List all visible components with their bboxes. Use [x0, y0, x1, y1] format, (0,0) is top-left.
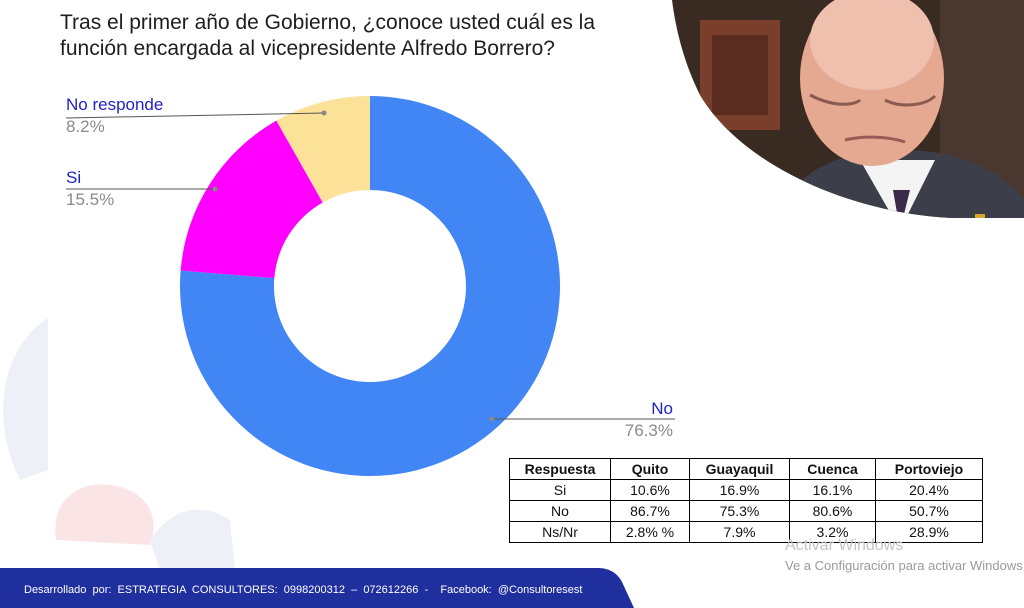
- table-cell: 80.6%: [789, 500, 876, 522]
- table-cell: 3.2%: [789, 521, 876, 543]
- slice-label-value: 15.5%: [66, 190, 114, 209]
- donut-slices: [179, 96, 560, 476]
- table-cell: 50.7%: [875, 500, 983, 522]
- table-cell: No: [509, 500, 611, 522]
- label-leaders: [65, 110, 675, 422]
- table-header: Quito: [610, 458, 690, 480]
- table-row: Ns/Nr 2.8% % 7.9% 3.2% 28.9%: [509, 521, 983, 543]
- table-cell: 16.9%: [689, 479, 790, 501]
- slice-label-value: 76.3%: [625, 421, 673, 440]
- table-header-row: Respuesta Quito Guayaquil Cuenca Portovi…: [509, 458, 983, 480]
- slice-labels: No 76.3% Si 15.5% No responde 8.2%: [66, 95, 673, 440]
- donut-slice-si: [180, 120, 323, 279]
- activation-watermark-hint: Ve a Configuración para activar Windows: [785, 558, 1023, 573]
- table-cell: 86.7%: [610, 500, 690, 522]
- table-cell: 20.4%: [875, 479, 983, 501]
- donut-slice-no: [179, 96, 560, 476]
- table-cell: 7.9%: [689, 521, 790, 543]
- slice-label-name: No: [651, 399, 673, 418]
- footer-band: [0, 568, 634, 608]
- footer-credits: Desarrollado por: ESTRATEGIA CONSULTORES…: [24, 584, 583, 596]
- leader-dot: [212, 186, 218, 192]
- table-header: Cuenca: [789, 458, 876, 480]
- slice-label-value: 8.2%: [66, 117, 105, 136]
- table-cell: 2.8% %: [610, 521, 690, 543]
- table-row: No 86.7% 75.3% 80.6% 50.7%: [509, 500, 983, 522]
- table-cell: 10.6%: [610, 479, 690, 501]
- table-cell: 75.3%: [689, 500, 790, 522]
- table-row: Si 10.6% 16.9% 16.1% 20.4%: [509, 479, 983, 501]
- leader-dot: [321, 110, 327, 116]
- slice-label-name: Si: [66, 168, 81, 187]
- leader-line: [65, 112, 325, 119]
- table-cell: Ns/Nr: [509, 521, 611, 543]
- table-cell: 16.1%: [789, 479, 876, 501]
- table-cell: Si: [509, 479, 611, 501]
- table-cell: 28.9%: [875, 521, 983, 543]
- question-line-1: Tras el primer año de Gobierno, ¿conoce …: [60, 11, 595, 34]
- leader-dot: [489, 416, 495, 422]
- activation-watermark-title: Activar Windows: [785, 537, 904, 554]
- table-header: Portoviejo: [875, 458, 983, 480]
- question-title: Tras el primer año de Gobierno, ¿conoce …: [60, 10, 660, 62]
- donut-slice-no-responde: [276, 96, 370, 203]
- results-table: Respuesta Quito Guayaquil Cuenca Portovi…: [509, 458, 983, 543]
- table-header: Respuesta: [509, 458, 611, 480]
- question-line-2: función encargada al vicepresidente Alfr…: [60, 37, 555, 60]
- slice-label-name: No responde: [66, 95, 163, 114]
- table-header: Guayaquil: [689, 458, 790, 480]
